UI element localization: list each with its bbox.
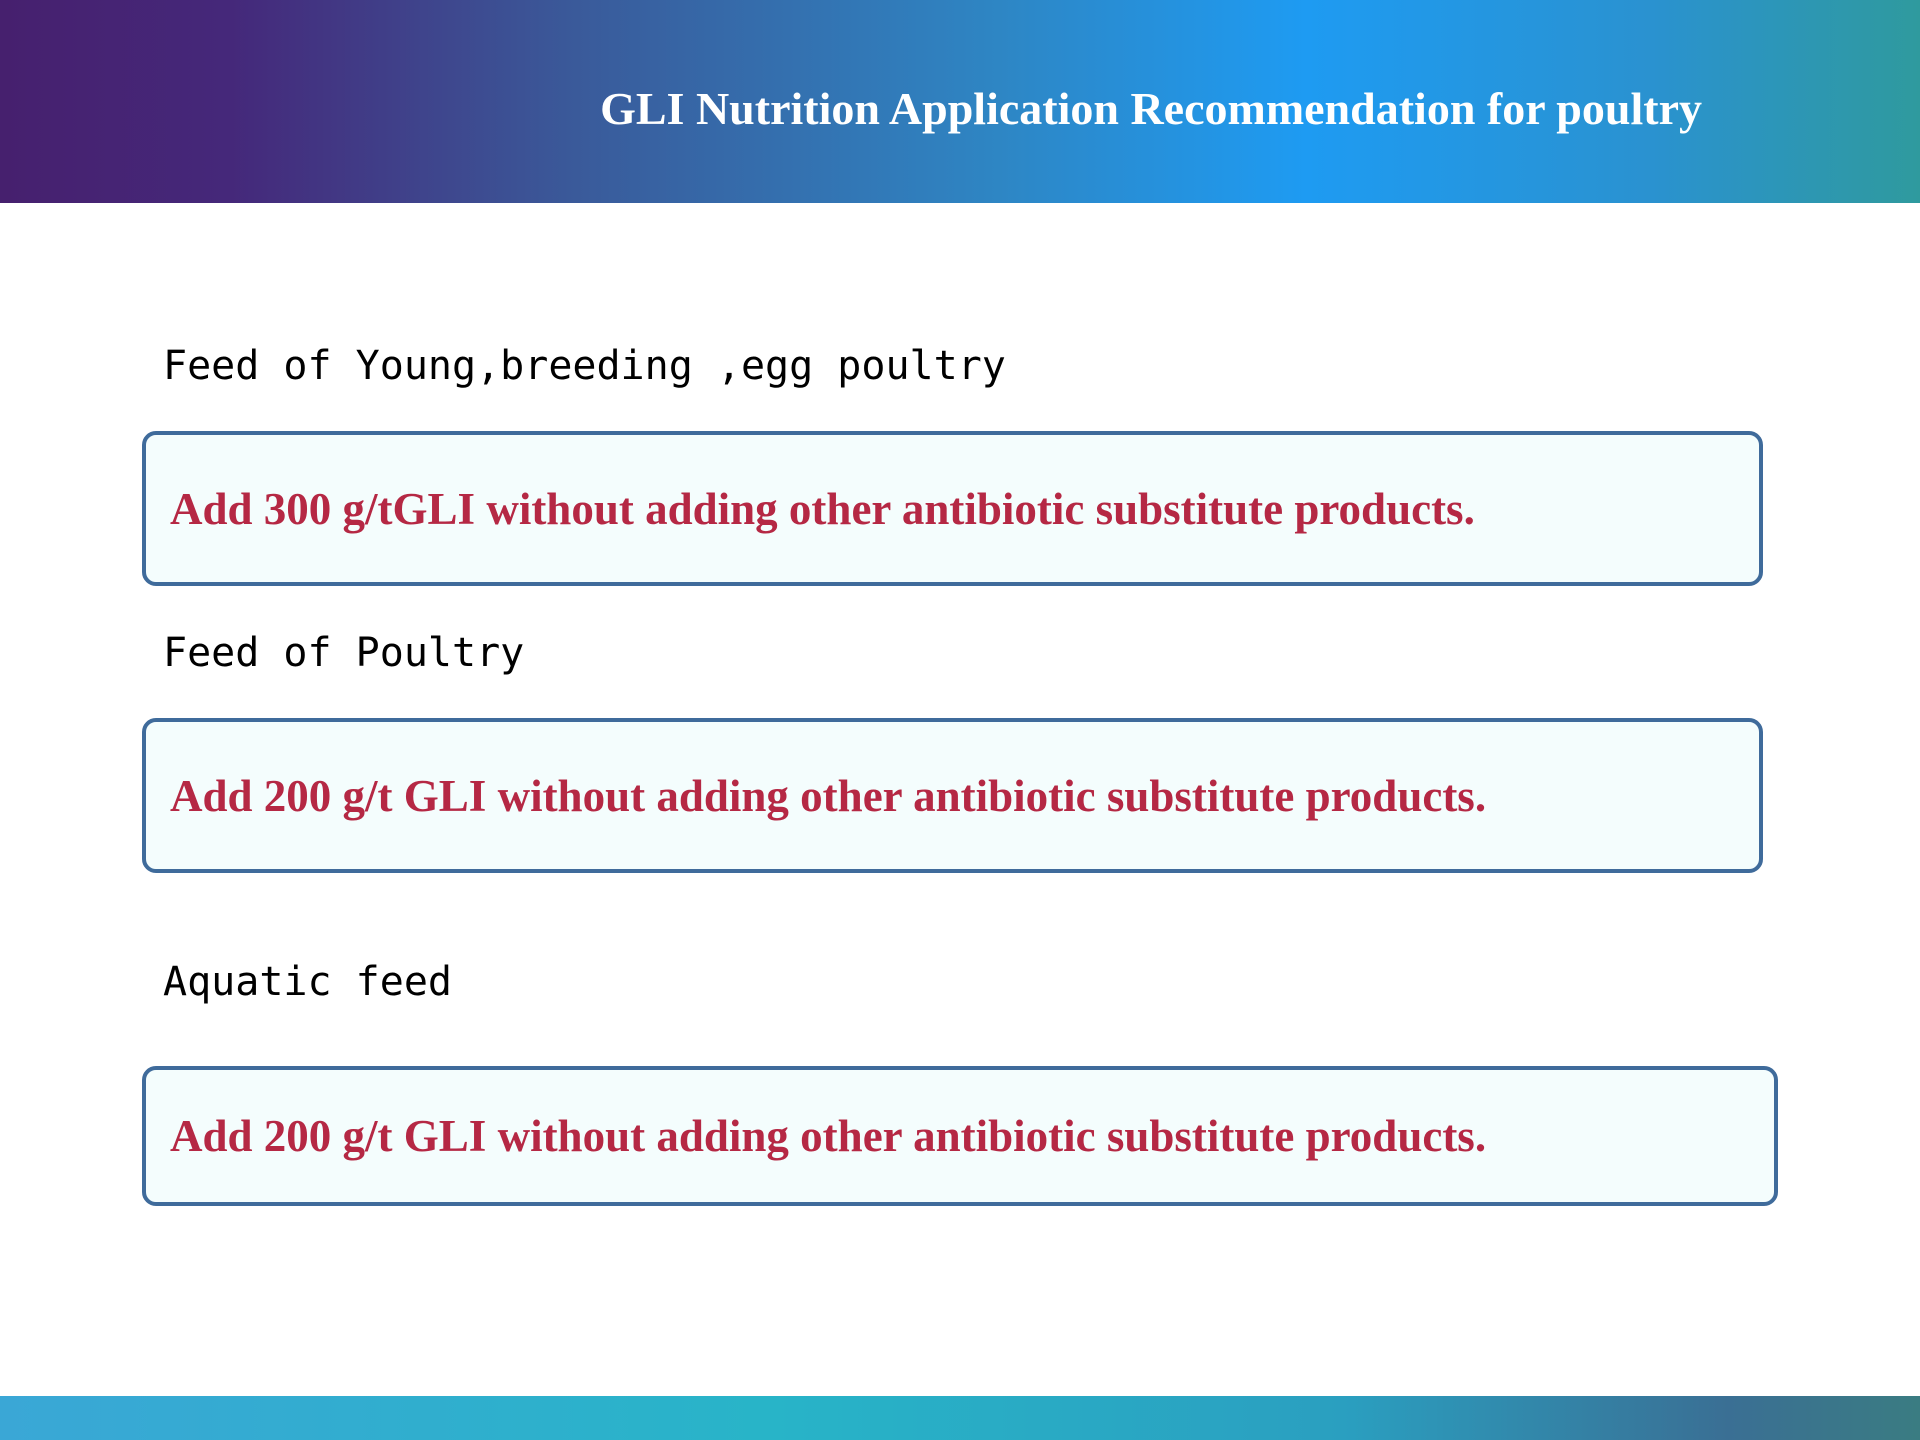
header-band [0,0,1920,203]
recommendation-text: Add 200 g/t GLI without adding other ant… [170,1111,1487,1161]
recommendation-text: Add 300 g/tGLI without adding other anti… [170,483,1475,534]
footer-band [0,1396,1920,1440]
recommendation-box-aquatic-feed: Add 200 g/t GLI without adding other ant… [142,1066,1778,1206]
recommendation-box-poultry: Add 200 g/t GLI without adding other ant… [142,718,1763,873]
recommendation-text: Add 200 g/t GLI without adding other ant… [170,770,1487,821]
section-label-poultry: Feed of Poultry [163,630,525,676]
section-label-young-breeding-egg-poultry: Feed of Young,breeding ,egg poultry [163,343,1006,389]
recommendation-box-young-breeding-egg-poultry: Add 300 g/tGLI without adding other anti… [142,431,1763,586]
section-label-aquatic-feed: Aquatic feed [163,959,452,1005]
slide-title: GLI Nutrition Application Recommendation… [600,83,1702,134]
